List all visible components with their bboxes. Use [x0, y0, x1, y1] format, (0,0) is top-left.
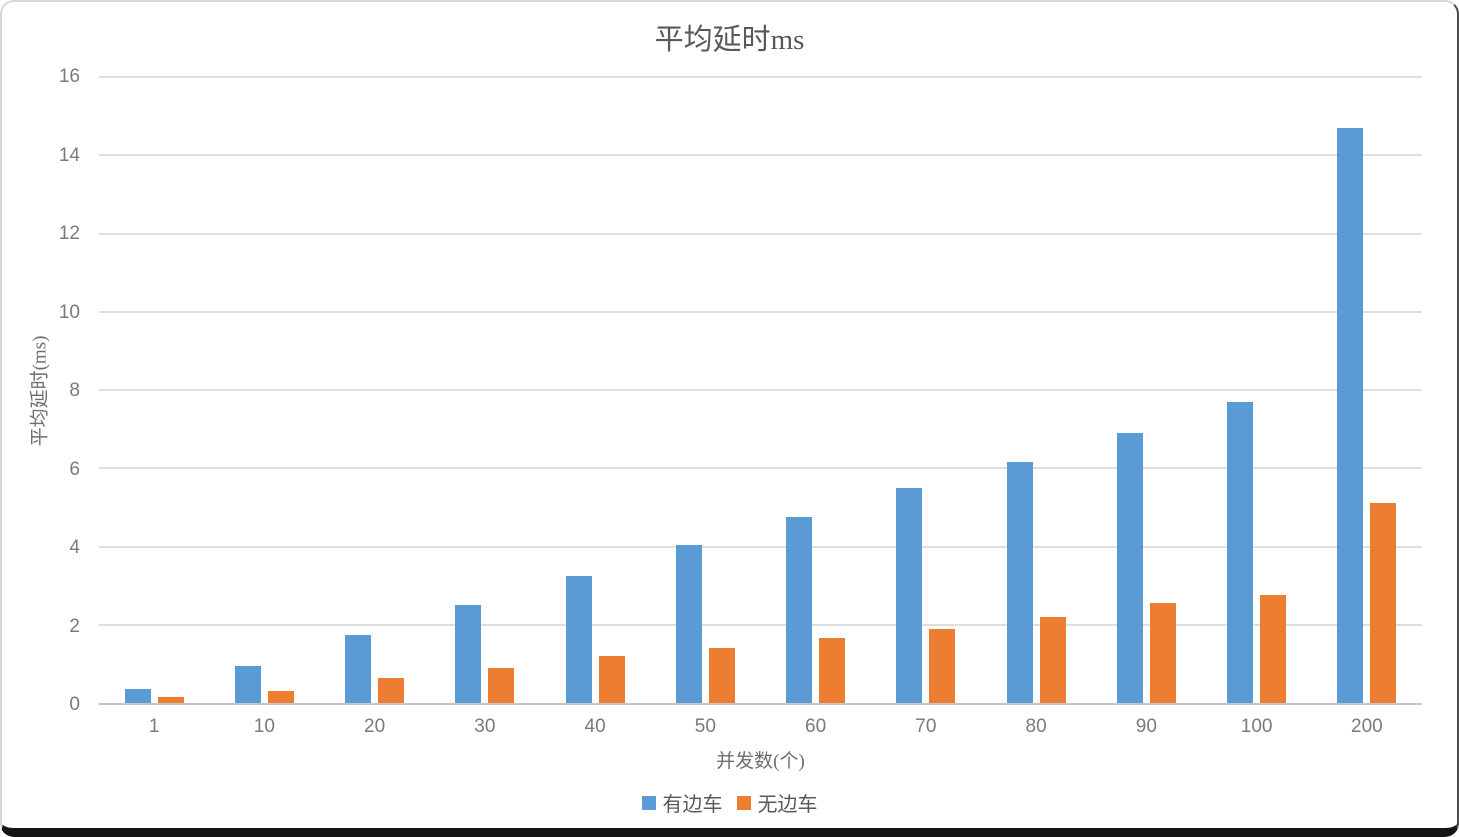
bar-无边车-40 [598, 656, 625, 703]
bar-无边车-80 [1039, 616, 1066, 703]
gridline [99, 545, 1422, 548]
gridline [99, 76, 1422, 78]
y-tick-label: 12 [58, 223, 80, 244]
bar-group-30 [430, 77, 540, 703]
y-tick-label: 6 [69, 458, 80, 480]
x-tick-label: 50 [694, 716, 716, 737]
bar-有边车-200 [1337, 127, 1364, 703]
x-tick-label: 20 [364, 716, 386, 737]
bar-group-10 [209, 77, 319, 703]
gridline [99, 467, 1422, 470]
x-axis-tick-labels: 1 10 20 30 40 50 60 70 80 90 100 200 [99, 716, 1422, 738]
bar-有边车-70 [896, 487, 923, 703]
bar-无边车-100 [1260, 595, 1287, 703]
bar-无边车-70 [929, 628, 956, 703]
legend-item-无边车: 无边车 [736, 788, 818, 817]
bar-group-20 [320, 77, 430, 703]
y-tick-label: 2 [69, 615, 80, 637]
y-tick-label: 0 [69, 694, 80, 715]
bar-无边车-20 [378, 677, 405, 703]
bar-有边车-1 [124, 689, 151, 703]
bar-无边车-90 [1149, 603, 1176, 703]
y-axis-tick-labels: 0 2 4 6 8 10 12 14 16 [2, 66, 80, 715]
bar-无边车-1 [157, 697, 184, 703]
bar-group-40 [540, 77, 650, 703]
bar-有边车-40 [565, 575, 592, 703]
bar-无边车-200 [1370, 503, 1397, 703]
bar-有边车-90 [1116, 433, 1143, 703]
x-tick-label: 1 [148, 716, 160, 737]
bar-无边车-30 [488, 667, 515, 703]
y-tick-label: 10 [58, 301, 80, 323]
x-tick-label: 200 [1351, 716, 1383, 737]
bar-无边车-10 [267, 691, 294, 703]
bar-有边车-30 [455, 605, 482, 703]
bar-有边车-50 [675, 544, 702, 703]
bar-group-100 [1202, 77, 1312, 703]
bar-group-1 [99, 77, 209, 703]
gridline [99, 310, 1422, 313]
bar-有边车-80 [1006, 462, 1033, 703]
bar-有边车-100 [1227, 401, 1254, 703]
bar-有边车-60 [786, 517, 813, 703]
chart-title: 平均延时ms [654, 24, 805, 56]
bar-group-50 [650, 77, 760, 703]
bar-有边车-20 [345, 634, 372, 703]
gridline [99, 154, 1422, 157]
legend-swatch-icon [641, 795, 656, 810]
gridline [99, 232, 1422, 235]
legend-label: 无边车 [757, 794, 818, 816]
y-tick-label: 4 [69, 537, 80, 558]
legend: 有边车 无边车 [2, 788, 1457, 817]
x-tick-label: 80 [1025, 716, 1047, 737]
x-tick-label: 60 [805, 716, 827, 737]
x-tick-label: 40 [584, 716, 606, 737]
legend-item-有边车: 有边车 [641, 788, 723, 817]
x-tick-label: 10 [253, 716, 275, 737]
bar-无边车-60 [819, 638, 846, 703]
bars-layer [99, 77, 1422, 703]
bar-group-60 [761, 77, 871, 703]
bar-group-70 [871, 77, 981, 703]
bar-group-80 [981, 77, 1091, 703]
x-axis-title: 并发数(个) [716, 751, 805, 772]
gridline [99, 623, 1422, 626]
bar-有边车-10 [234, 665, 261, 703]
y-tick-label: 8 [69, 380, 80, 401]
x-tick-label: 90 [1135, 716, 1157, 737]
x-tick-label: 30 [474, 716, 496, 737]
gridline [99, 389, 1422, 391]
bar-无边车-50 [708, 648, 735, 703]
bar-group-90 [1091, 77, 1201, 703]
plot-area [99, 76, 1422, 705]
bar-group-200 [1312, 77, 1422, 703]
legend-label: 有边车 [662, 794, 723, 816]
legend-swatch-icon [736, 795, 751, 810]
y-tick-label: 14 [58, 144, 80, 166]
x-tick-label: 100 [1240, 716, 1273, 737]
y-tick-label: 16 [58, 66, 80, 87]
x-tick-label: 70 [915, 716, 937, 737]
